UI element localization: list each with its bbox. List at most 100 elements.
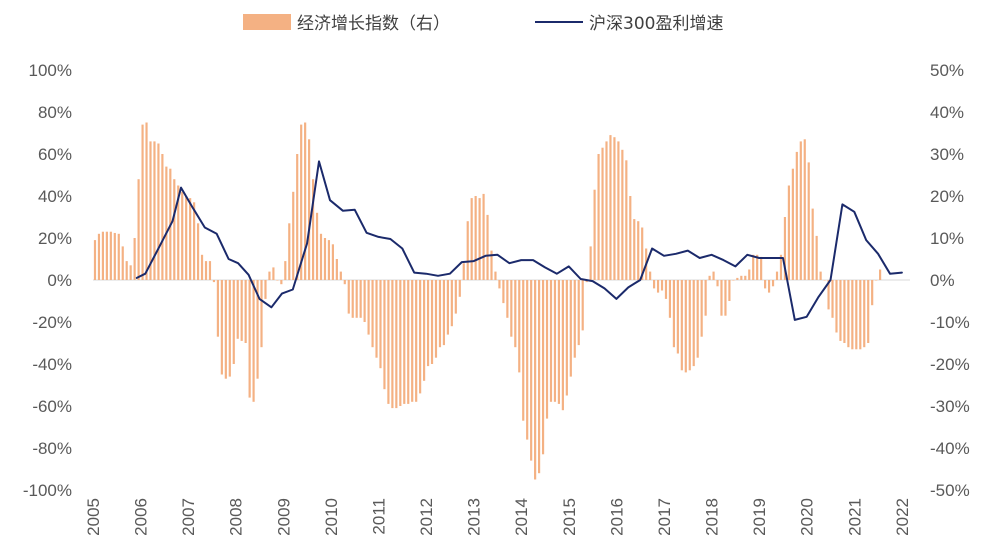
economic-growth-bar (466, 221, 469, 280)
economic-growth-bar (775, 271, 779, 280)
economic-growth-bar (724, 280, 727, 316)
economic-growth-bar (446, 280, 449, 335)
economic-growth-bar (165, 166, 168, 280)
economic-growth-bar (133, 238, 136, 280)
economic-growth-bar (855, 280, 858, 350)
economic-growth-bar (498, 280, 501, 289)
economic-growth-bar (387, 280, 390, 404)
economic-growth-bar (700, 280, 703, 337)
x-axis-tick-label: 2020 (798, 498, 817, 536)
economic-growth-bar (423, 280, 426, 381)
economic-growth-bar (863, 280, 866, 348)
economic-growth-bar (351, 280, 354, 318)
right-axis-tick-label: 10% (930, 229, 964, 248)
economic-growth-bar (331, 244, 334, 280)
right-axis-tick-label: 0% (930, 271, 955, 290)
right-axis-tick-label: -20% (930, 355, 970, 374)
economic-growth-bar (125, 261, 128, 280)
economic-growth-bar (799, 141, 802, 280)
economic-growth-bar (121, 246, 124, 280)
economic-growth-bar (359, 280, 362, 318)
economic-growth-bars (93, 122, 882, 480)
economic-growth-bar (141, 124, 144, 280)
economic-growth-bar (256, 280, 259, 379)
x-axis-tick-label: 2008 (227, 498, 246, 536)
economic-growth-bar (391, 280, 394, 409)
economic-growth-bar (621, 149, 624, 280)
x-axis-tick-label: 2009 (274, 498, 293, 536)
economic-growth-bar (304, 122, 307, 280)
legend-swatch-economic-growth (243, 14, 291, 30)
economic-growth-bar (831, 280, 834, 318)
economic-growth-bar (811, 208, 814, 280)
economic-growth-bar (605, 141, 608, 280)
x-axis-tick-label: 2011 (370, 498, 389, 535)
legend-label-earnings-growth: 沪深300盈利增速 (589, 14, 723, 34)
economic-growth-bar (708, 275, 711, 280)
economic-growth-bar (744, 275, 747, 280)
economic-growth-bar (664, 280, 668, 299)
economic-growth-bar (597, 154, 600, 280)
economic-growth-bar (208, 261, 212, 280)
economic-growth-bar (760, 256, 763, 280)
economic-growth-bar (458, 280, 461, 297)
economic-growth-bar (867, 280, 870, 343)
economic-growth-bar (113, 232, 116, 280)
economic-growth-bar (569, 280, 572, 377)
economic-growth-bar (200, 254, 204, 280)
left-axis-tick-label: 100% (29, 61, 72, 80)
left-axis-tick-label: -80% (32, 439, 72, 458)
economic-growth-bar (161, 154, 164, 280)
economic-growth-bar (875, 280, 878, 281)
economic-growth-bar (538, 280, 541, 474)
economic-growth-bar (478, 198, 481, 280)
economic-growth-bar (426, 280, 430, 367)
economic-growth-bar (728, 280, 731, 301)
economic-growth-bar (347, 280, 350, 314)
left-axis-tick-label: 20% (38, 229, 72, 248)
left-axis-tick-label: -40% (32, 355, 72, 374)
economic-growth-bar (712, 271, 715, 280)
economic-growth-bar (752, 254, 755, 280)
left-axis: 100% 80% 60% 40% 20% 0% -20% -40% -60% -80% -100% (23, 61, 72, 500)
economic-growth-bar (641, 227, 644, 280)
economic-growth-bar (732, 280, 735, 281)
economic-growth-bar (323, 238, 327, 280)
economic-growth-bar (839, 280, 842, 341)
economic-growth-bar (557, 280, 561, 404)
economic-growth-bar (815, 235, 818, 280)
economic-growth-bar (185, 196, 188, 280)
economic-growth-bar (137, 179, 140, 280)
economic-growth-bar (748, 269, 751, 280)
economic-growth-bar (105, 231, 108, 280)
x-axis-tick-label: 2012 (417, 498, 436, 536)
x-axis-tick-label: 2018 (703, 498, 722, 536)
economic-growth-bar (244, 280, 247, 343)
economic-growth-bar (835, 280, 838, 333)
economic-growth-bar (97, 233, 101, 280)
economic-growth-bar (434, 280, 438, 358)
economic-growth-bar (795, 151, 798, 280)
economic-growth-bar (204, 261, 208, 280)
economic-growth-bar (609, 135, 612, 280)
economic-growth-bar (541, 280, 545, 455)
economic-growth-bar (363, 280, 366, 322)
economic-growth-bar (276, 280, 279, 281)
right-axis-tick-label: -30% (930, 397, 970, 416)
economic-growth-bar (315, 212, 319, 280)
economic-growth-bar (827, 280, 830, 310)
economic-growth-bar (561, 280, 564, 411)
economic-growth-bar (240, 280, 243, 341)
economic-growth-bar (518, 280, 521, 373)
economic-growth-bar (629, 196, 632, 280)
left-axis-tick-label: 60% (38, 145, 72, 164)
left-axis-tick-label: -100% (23, 481, 72, 500)
economic-growth-bar (740, 275, 743, 280)
economic-growth-bar (617, 141, 620, 280)
x-axis-tick-label: 2015 (560, 498, 579, 536)
economic-growth-bar (399, 280, 402, 406)
x-axis-tick-label: 2016 (607, 498, 626, 536)
x-axis-tick-label: 2007 (179, 498, 198, 536)
economic-growth-bar (514, 280, 517, 348)
economic-growth-bar (300, 124, 303, 280)
